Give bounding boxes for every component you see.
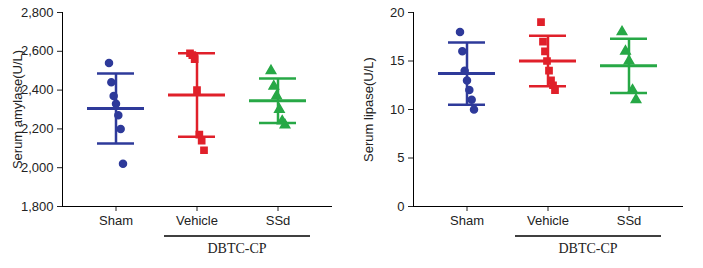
svg-text:Vehicle: Vehicle	[176, 213, 218, 228]
svg-text:Sham: Sham	[99, 213, 133, 228]
svg-text:2,400: 2,400	[21, 82, 54, 97]
svg-text:DBTC-CP: DBTC-CP	[558, 241, 617, 256]
svg-text:20: 20	[390, 5, 404, 20]
svg-text:DBTC-CP: DBTC-CP	[207, 241, 266, 256]
svg-text:Serum lipase(U/L): Serum lipase(U/L)	[361, 57, 376, 162]
svg-text:2,600: 2,600	[21, 43, 54, 58]
svg-text:10: 10	[390, 102, 404, 117]
svg-text:1,800: 1,800	[21, 199, 54, 214]
svg-text:2,000: 2,000	[21, 160, 54, 175]
svg-text:2,200: 2,200	[21, 121, 54, 136]
svg-text:5: 5	[397, 150, 404, 165]
svg-text:2,800: 2,800	[21, 5, 54, 20]
svg-text:Sham: Sham	[450, 213, 484, 228]
svg-text:Vehicle: Vehicle	[527, 213, 569, 228]
svg-text:SSd: SSd	[617, 213, 642, 228]
svg-text:15: 15	[390, 53, 404, 68]
svg-text:Serum amylase(U/L): Serum amylase(U/L)	[10, 50, 25, 169]
svg-text:0: 0	[397, 199, 404, 214]
svg-text:SSd: SSd	[266, 213, 291, 228]
